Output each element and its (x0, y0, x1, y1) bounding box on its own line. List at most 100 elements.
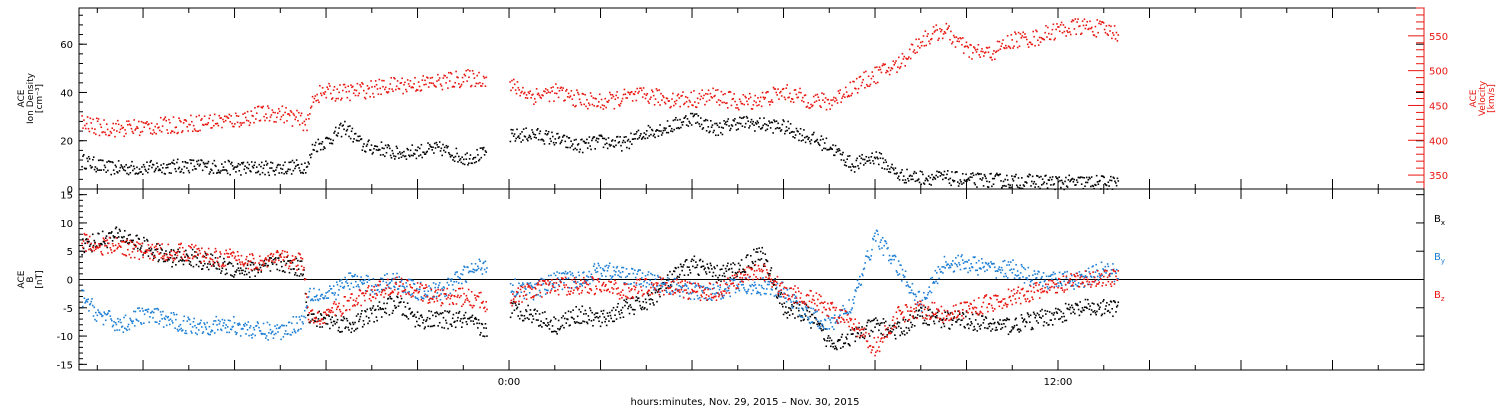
data-point (611, 275, 614, 278)
data-point (887, 70, 889, 73)
data-point (249, 170, 251, 172)
data-point (564, 99, 566, 101)
data-point (384, 86, 387, 89)
data-point (98, 169, 101, 171)
data-point (470, 84, 473, 87)
data-point (926, 178, 928, 181)
data-point (1098, 308, 1101, 310)
data-point (669, 293, 672, 295)
data-point (1088, 176, 1090, 179)
data-point (760, 127, 763, 130)
data-point (141, 166, 143, 168)
data-point (651, 273, 654, 276)
data-point (548, 100, 551, 103)
data-point (583, 320, 586, 323)
data-point (753, 248, 755, 251)
data-point (1086, 20, 1088, 23)
data-point (755, 101, 757, 104)
data-point (387, 144, 389, 146)
data-point (88, 245, 91, 248)
data-point (335, 281, 338, 283)
data-point (345, 317, 348, 320)
data-point (594, 97, 596, 100)
data-point (447, 87, 449, 89)
data-point (993, 177, 996, 180)
data-point (871, 330, 874, 333)
data-point (145, 122, 147, 125)
data-point (532, 298, 535, 301)
data-point (664, 282, 667, 285)
data-point (659, 291, 661, 294)
data-point (753, 284, 755, 287)
data-point (410, 86, 413, 89)
data-point (774, 120, 776, 123)
data-point (220, 272, 222, 274)
data-point (304, 316, 307, 319)
data-point (564, 312, 567, 314)
data-point (881, 64, 884, 67)
data-point (448, 278, 451, 281)
data-point (257, 322, 260, 325)
data-point (515, 304, 517, 306)
data-point (138, 307, 141, 309)
data-point (870, 156, 873, 158)
data-point (151, 166, 153, 169)
data-point (405, 315, 407, 317)
data-point (654, 278, 657, 280)
data-point (513, 83, 516, 86)
data-point (788, 314, 791, 317)
data-point (1030, 185, 1032, 187)
data-point (233, 166, 236, 169)
data-point (194, 332, 197, 334)
data-point (986, 47, 989, 49)
data-point (396, 147, 399, 149)
data-point (595, 271, 597, 274)
data-point (120, 164, 122, 166)
data-point (218, 171, 221, 173)
data-point (889, 171, 892, 174)
data-point (164, 260, 166, 263)
data-point (131, 322, 134, 325)
data-point (865, 324, 868, 327)
data-point (605, 138, 607, 141)
data-point (785, 126, 788, 128)
data-point (640, 89, 643, 92)
data-point (779, 127, 781, 129)
data-point (554, 318, 557, 320)
data-point (649, 303, 651, 305)
data-point (1007, 183, 1010, 186)
data-point (898, 273, 901, 275)
data-point (779, 130, 782, 132)
data-point (657, 101, 660, 104)
data-point (679, 105, 682, 108)
data-point (377, 93, 380, 95)
data-point (610, 317, 613, 320)
data-point (141, 173, 144, 176)
data-point (469, 70, 471, 72)
data-point (845, 164, 848, 167)
data-point (267, 264, 269, 267)
data-point (383, 79, 385, 82)
data-point (632, 272, 635, 275)
data-point (455, 280, 458, 283)
data-point (727, 289, 730, 292)
data-point (339, 285, 342, 288)
data-point (222, 166, 225, 168)
data-point (764, 129, 767, 132)
data-point (931, 32, 934, 35)
data-point (700, 117, 702, 119)
data-point (1049, 176, 1051, 179)
data-point (680, 126, 682, 129)
data-point (706, 286, 709, 289)
data-point (353, 330, 356, 332)
data-point (859, 75, 862, 78)
data-point (309, 156, 312, 159)
data-point (900, 171, 903, 174)
data-point (707, 266, 709, 269)
data-point (881, 167, 883, 169)
data-point (956, 171, 958, 173)
data-point (687, 274, 690, 276)
data-point (731, 98, 734, 101)
data-point (424, 326, 426, 328)
data-point (749, 284, 751, 287)
